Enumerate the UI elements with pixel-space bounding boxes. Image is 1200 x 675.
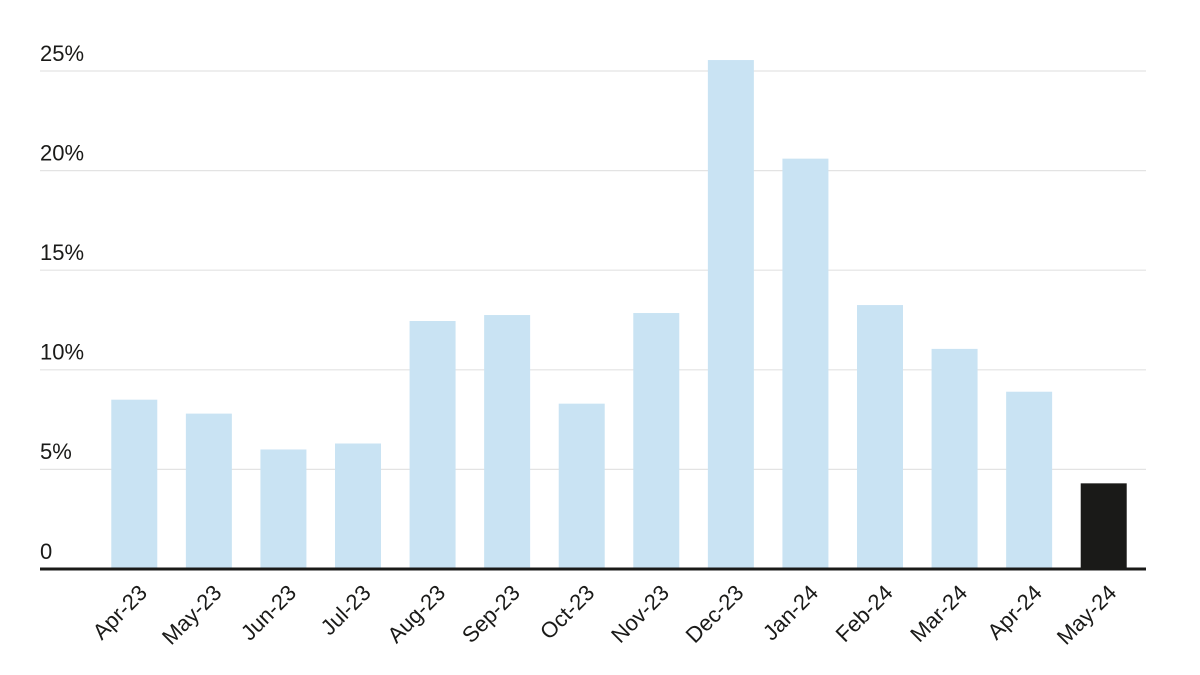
x-tick-label: Dec-23 [681, 580, 749, 648]
bar [857, 305, 903, 569]
bar [111, 399, 158, 569]
bar [335, 443, 381, 569]
x-tick-label: Aug-23 [382, 580, 450, 648]
bar [260, 449, 307, 569]
x-tick-label: May-24 [1052, 580, 1122, 650]
x-tick-label: Feb-24 [831, 580, 898, 647]
bar [1080, 483, 1127, 569]
bar [484, 315, 531, 569]
x-tick-label: Apr-24 [982, 580, 1046, 644]
x-tick-label: Mar-24 [905, 580, 972, 647]
bar [558, 403, 605, 569]
y-tick-label: 0 [40, 539, 52, 564]
x-tick-label: Sep-23 [457, 580, 525, 648]
x-tick-label: Jan-24 [758, 580, 823, 645]
bar [1006, 391, 1053, 569]
bar [633, 313, 680, 569]
y-tick-label: 20% [40, 140, 84, 165]
y-tick-label: 15% [40, 240, 84, 265]
bar [707, 60, 754, 569]
y-tick-label: 25% [40, 41, 84, 66]
y-tick-label: 5% [40, 439, 72, 464]
bar [782, 158, 829, 569]
x-tick-label: Jul-23 [316, 580, 376, 640]
y-tick-label: 10% [40, 340, 84, 365]
bar [185, 413, 232, 569]
x-tick-label: Jun-23 [236, 580, 301, 645]
bar [409, 320, 456, 569]
x-tick-label: Nov-23 [606, 580, 674, 648]
x-tick-label: Apr-23 [88, 580, 152, 644]
bar [931, 348, 978, 569]
x-tick-label: May-23 [157, 580, 227, 650]
x-tick-label: Oct-23 [535, 580, 599, 644]
